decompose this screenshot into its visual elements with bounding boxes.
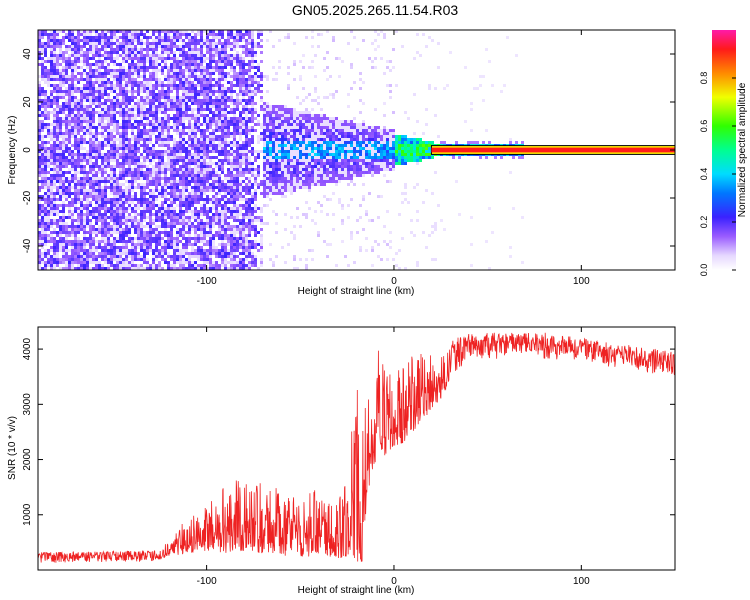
- snr-x-axis-label: Height of straight line (km): [298, 585, 415, 596]
- snr-y-axis-label: SNR (10 * v/v): [7, 416, 18, 480]
- heatmap-x-tick-label: -100: [197, 276, 217, 287]
- snr-y-tick-label: 1000: [22, 503, 33, 526]
- heatmap-y-axis-label: Frequency (Hz): [7, 116, 18, 185]
- heatmap-x-tick-label: 100: [573, 276, 590, 287]
- colorbar: [712, 30, 736, 270]
- snr-y-tick-label: 2000: [22, 448, 33, 471]
- heatmap-y-tick-label: 0: [22, 147, 33, 153]
- snr-y-tick-label: 4000: [22, 338, 33, 361]
- snr-series: [38, 332, 675, 563]
- colorbar-tick-label: 0.6: [699, 120, 709, 133]
- colorbar-tick-label: 0.0: [699, 264, 709, 277]
- snr-line: [38, 332, 675, 563]
- snr-x-tick-label: -100: [197, 576, 217, 587]
- page-title: GN05.2025.265.11.54.R03: [291, 2, 459, 18]
- snr-x-tick-label: 0: [391, 576, 397, 587]
- snr-y-tick-label: 3000: [22, 393, 33, 416]
- heatmap-x-axis-label: Height of straight line (km): [298, 286, 415, 297]
- colorbar-tick-label: 0.2: [699, 216, 709, 229]
- spectrogram-heatmap: [38, 30, 675, 270]
- snr-x-tick-label: 100: [573, 576, 590, 587]
- spectral-line: [431, 147, 675, 153]
- heatmap-y-tick-label: 40: [22, 48, 33, 60]
- colorbar-label: Normalized spectral amplitude: [737, 82, 748, 217]
- heatmap-y-tick-label: -20: [22, 190, 33, 205]
- colorbar-tick-label: 0.8: [699, 72, 709, 85]
- snr-frame: [37, 326, 676, 571]
- heatmap-x-tick-label: 0: [391, 276, 397, 287]
- heatmap-y-tick-label: 20: [22, 96, 33, 108]
- colorbar-tick-label: 0.4: [699, 168, 709, 181]
- heatmap-y-tick-label: -40: [22, 238, 33, 253]
